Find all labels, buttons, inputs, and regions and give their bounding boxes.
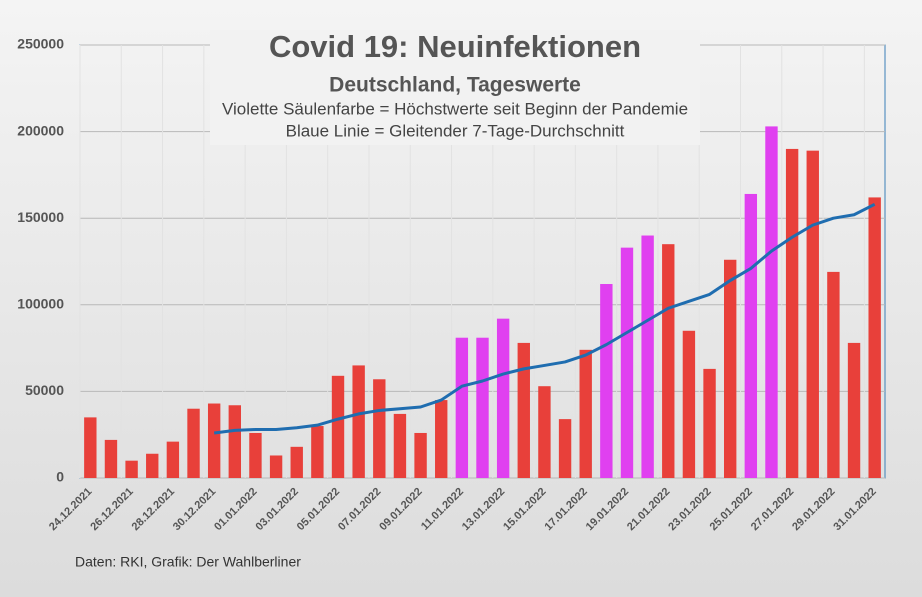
bar <box>868 197 881 478</box>
y-tick-label: 100000 <box>17 296 64 312</box>
bar <box>765 126 778 479</box>
bar <box>579 349 592 478</box>
chart-subtitle: Deutschland, Tageswerte <box>329 74 581 97</box>
bar <box>806 150 819 479</box>
bar <box>207 403 221 478</box>
bar <box>558 419 572 478</box>
bar <box>682 330 696 478</box>
bar <box>84 417 97 478</box>
bar <box>827 271 840 478</box>
bar <box>517 342 530 478</box>
bar <box>187 408 200 478</box>
bar <box>455 337 469 478</box>
y-tick-label: 0 <box>56 469 64 485</box>
bar <box>228 405 241 478</box>
bar <box>620 247 634 478</box>
bar <box>476 337 489 478</box>
moving-average-line <box>213 203 876 435</box>
bar <box>311 426 324 478</box>
bar <box>785 148 799 479</box>
bar <box>600 284 613 478</box>
bar <box>538 386 551 478</box>
bar <box>146 453 159 478</box>
bar <box>352 365 365 478</box>
bar <box>166 441 180 478</box>
y-tick-label: 50000 <box>25 382 64 398</box>
bar <box>125 460 138 478</box>
note: Violette Säulenfarbe = Höchstwerte seit … <box>222 99 688 118</box>
bar <box>744 193 758 478</box>
bar <box>373 379 386 478</box>
bar <box>393 413 407 478</box>
bar <box>249 432 262 478</box>
y-tick-label: 250000 <box>17 36 64 52</box>
bar <box>269 455 283 478</box>
bar <box>496 318 510 478</box>
bar <box>724 259 737 478</box>
chart-title: Covid 19: Neuinfektionen <box>269 29 641 64</box>
title-box <box>210 30 700 145</box>
bar <box>847 342 861 478</box>
bar <box>290 446 303 478</box>
note: Blaue Linie = Gleitender 7-Tage-Durchsch… <box>286 121 625 140</box>
y-tick-label: 150000 <box>17 209 64 225</box>
bar <box>662 244 675 478</box>
bar <box>104 439 118 478</box>
bar <box>703 368 716 478</box>
bar <box>641 235 654 478</box>
bar <box>435 400 448 478</box>
bar <box>414 432 427 478</box>
y-tick-label: 200000 <box>17 122 64 138</box>
source: Daten: RKI, Grafik: Der Wahlberliner <box>75 554 301 570</box>
bar <box>331 375 345 478</box>
